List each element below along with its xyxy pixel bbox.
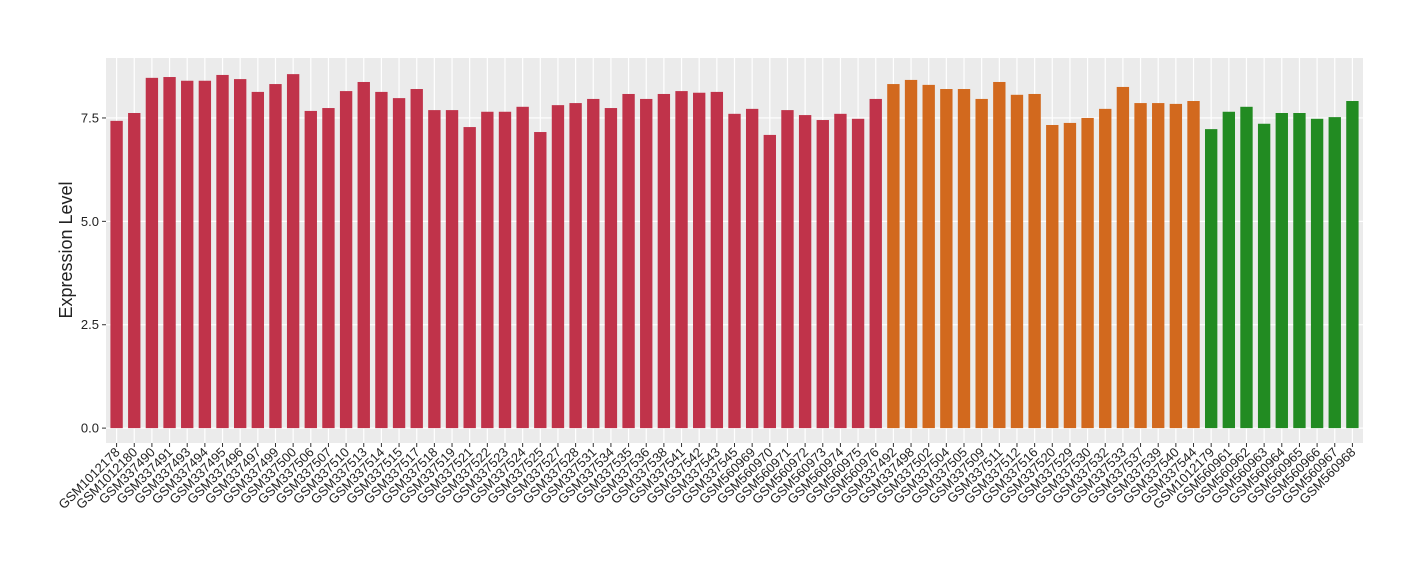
bar <box>940 89 953 429</box>
bar <box>1310 118 1324 429</box>
bar <box>1328 117 1341 429</box>
bar <box>322 108 335 429</box>
bar <box>375 91 388 429</box>
bar <box>587 98 600 429</box>
bar <box>657 93 671 429</box>
bar <box>181 80 194 429</box>
y-axis-title: Expression Level <box>56 181 76 318</box>
bar <box>1028 93 1041 429</box>
bar <box>693 92 706 429</box>
bar <box>710 91 724 429</box>
bar <box>781 110 794 429</box>
bar <box>887 84 900 429</box>
bar <box>675 91 688 429</box>
bar <box>516 106 529 429</box>
y-tick-label: 7.5 <box>81 110 99 125</box>
bar <box>816 120 829 429</box>
bar <box>922 84 935 429</box>
bar <box>975 98 988 429</box>
bar <box>851 118 865 429</box>
bar <box>993 81 1006 429</box>
y-tick-label: 0.0 <box>81 421 99 436</box>
bar <box>269 84 282 429</box>
bar <box>569 103 582 429</box>
bar <box>1293 113 1306 429</box>
bar <box>392 98 406 429</box>
bar <box>640 98 653 429</box>
bar <box>1134 103 1147 429</box>
bar <box>428 110 441 429</box>
bar <box>304 110 317 429</box>
bar <box>198 80 212 429</box>
bar <box>445 110 459 429</box>
bar <box>622 93 635 429</box>
bar <box>110 120 123 429</box>
bar <box>410 89 423 429</box>
bar <box>498 111 512 429</box>
bar <box>1257 123 1271 429</box>
bar <box>1222 111 1236 429</box>
bar <box>1240 106 1253 429</box>
bar <box>798 115 812 429</box>
y-tick-label: 2.5 <box>81 317 99 332</box>
bar <box>1169 103 1183 429</box>
bar <box>534 132 547 429</box>
bar <box>1204 129 1218 429</box>
bar <box>463 127 476 429</box>
bar <box>216 74 229 429</box>
bar <box>763 134 776 429</box>
bar <box>481 111 494 429</box>
bar <box>163 77 176 429</box>
bar <box>1275 113 1288 429</box>
y-tick-label: 5.0 <box>81 214 99 229</box>
bar <box>1099 108 1112 429</box>
bar <box>339 91 353 429</box>
bar <box>251 91 265 429</box>
bar <box>1081 117 1094 429</box>
bar <box>1152 103 1165 429</box>
bar <box>1116 86 1130 429</box>
bar <box>1063 122 1077 429</box>
bar <box>1046 124 1059 429</box>
bar <box>957 89 971 429</box>
bar <box>233 79 247 429</box>
bar <box>286 74 300 429</box>
bar <box>1187 101 1200 429</box>
bar <box>728 113 741 429</box>
bar <box>145 77 159 429</box>
bar <box>1346 101 1359 429</box>
bar <box>834 113 847 429</box>
bar <box>869 98 882 429</box>
bar <box>551 105 565 429</box>
bar <box>904 79 918 429</box>
bar <box>745 108 759 429</box>
bar <box>357 81 370 429</box>
bar <box>128 113 141 429</box>
bar <box>1010 94 1024 429</box>
bar <box>604 108 618 429</box>
